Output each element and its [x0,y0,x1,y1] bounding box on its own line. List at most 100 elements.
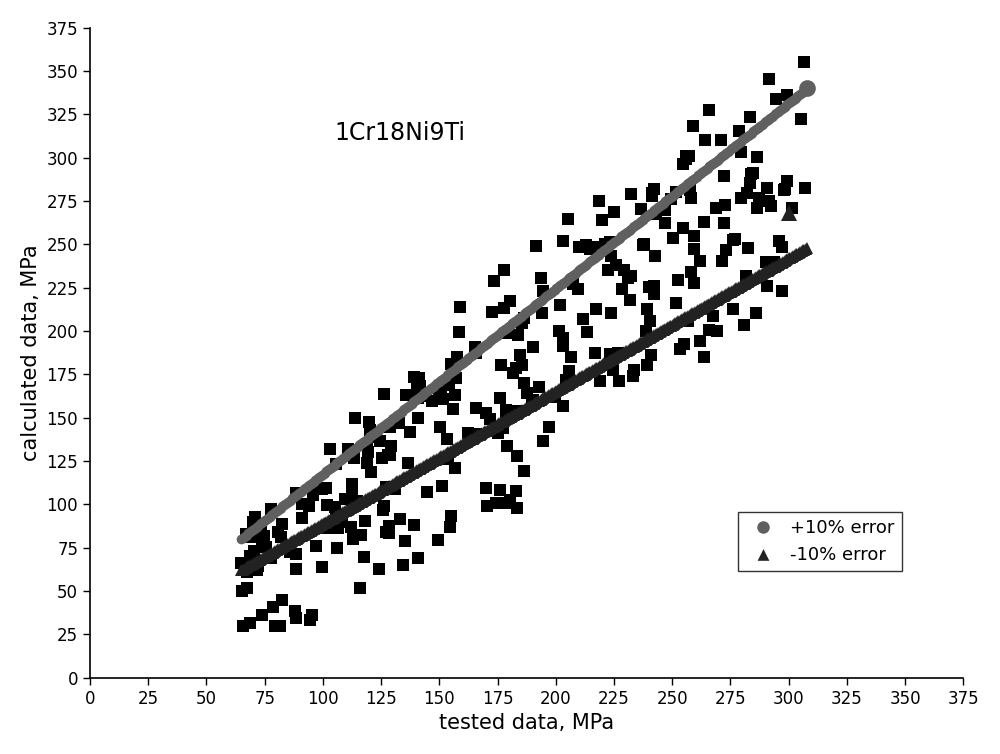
Point [381,527,397,539]
Point [247,563,263,575]
Point [701,103,717,115]
Point [499,440,515,452]
Point [733,146,749,158]
Point [442,521,458,533]
Point [638,325,654,337]
Point [412,389,428,401]
Point [736,319,752,331]
Point [451,326,467,339]
Point [340,443,356,455]
Point [361,415,377,428]
Point [478,482,494,494]
Point [586,241,602,253]
Point [410,412,426,424]
Point [558,374,574,386]
Point [685,120,701,132]
Point [716,216,732,228]
Point [682,184,698,196]
Point [495,421,511,434]
Point [602,348,618,360]
Point [418,390,434,402]
Point [314,561,330,573]
Point [683,266,699,278]
Y-axis label: calculated data, MPa: calculated data, MPa [21,244,41,461]
Point [644,187,660,199]
Point [274,593,290,605]
+10% error [235,535,247,544]
Point [371,562,387,575]
Point [672,343,688,355]
-10% error [591,363,603,372]
Point [571,241,587,253]
Point [445,403,461,415]
Point [626,363,642,375]
Point [337,493,353,505]
Point [779,89,795,101]
Point [555,235,571,247]
Point [676,338,692,350]
Point [663,193,679,205]
Point [374,452,390,464]
Legend: +10% error, -10% error: +10% error, -10% error [738,512,902,572]
Point [708,202,724,214]
Point [363,465,379,477]
Point [395,559,411,571]
Point [725,234,741,246]
Point [510,329,526,341]
Point [740,242,756,254]
Point [334,516,350,528]
Point [508,362,524,374]
Point [344,477,360,489]
Point [534,307,550,319]
Point [535,435,551,447]
-10% error [420,461,432,470]
Point [774,241,790,253]
Point [668,297,684,309]
Point [696,351,712,363]
Point [318,523,334,535]
Point [683,192,699,204]
Point [282,546,298,558]
Point [582,243,598,255]
Point [575,313,591,325]
Point [294,511,310,523]
-10% error [235,566,247,575]
Point [322,443,338,455]
Point [460,428,476,440]
Point [678,150,694,162]
Point [763,201,779,213]
Point [490,427,506,439]
Point [692,256,708,268]
Point [441,379,457,391]
Point [776,185,792,197]
Point [267,620,283,632]
-10% error [801,244,813,253]
Point [334,513,350,526]
+10% error [644,210,656,219]
Point [327,501,343,513]
Point [256,530,272,542]
Point [466,430,482,442]
Point [314,483,330,495]
Point [623,188,639,200]
Point [528,241,544,253]
Point [274,518,290,530]
Point [346,452,362,464]
Point [234,584,250,596]
Point [376,388,392,400]
Point [670,274,686,287]
Point [233,557,249,569]
Point [622,294,638,306]
Point [343,521,359,533]
Point [717,199,733,211]
Point [633,203,649,215]
Point [329,542,345,554]
Point [509,502,525,514]
Point [608,259,624,271]
Point [533,271,549,284]
Point [731,125,747,137]
Point [502,296,518,308]
Point [439,433,455,445]
Point [246,545,262,557]
Point [570,284,586,296]
